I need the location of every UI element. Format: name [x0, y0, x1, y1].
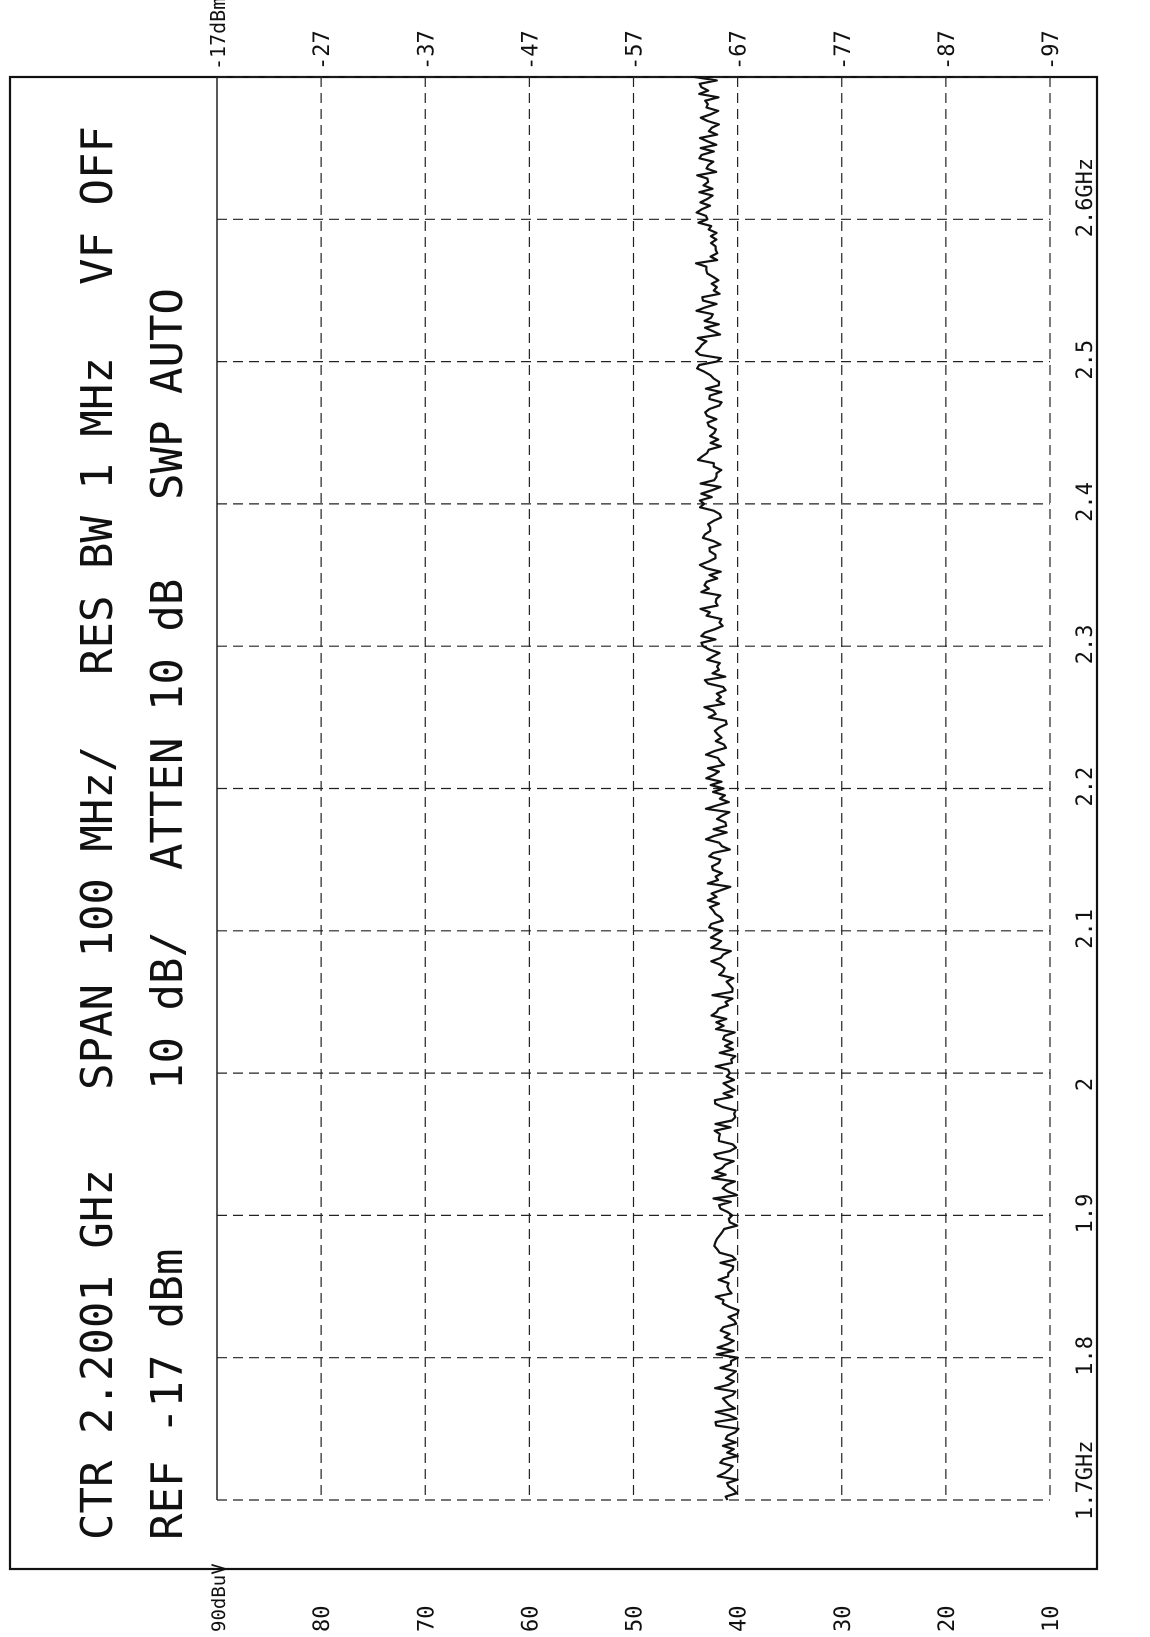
bottom-axis-label: 10 — [1039, 1606, 1064, 1633]
frequency-label: 2.1 — [1073, 909, 1098, 949]
frequency-label: 2 — [1073, 1078, 1098, 1091]
frequency-label: 1.7GHz — [1073, 1441, 1098, 1520]
top-axis-label: -97 — [1039, 30, 1064, 70]
top-axis-label: -57 — [623, 30, 648, 70]
header-ref: REF -17 dBm — [142, 1249, 193, 1540]
top-axis-label: -27 — [310, 30, 335, 70]
bottom-axis-label: 70 — [414, 1606, 439, 1633]
bottom-axis-labels: 90dBuV 80 70 60 50 40 30 20 10 — [208, 1563, 1064, 1632]
header-atten: ATTEN 10 dB — [142, 579, 193, 870]
frequency-label: 2.3 — [1073, 624, 1098, 664]
grid — [216, 76, 1051, 1501]
header-res-bw: RES BW 1 MHz — [72, 357, 123, 675]
bottom-axis-label: 60 — [518, 1606, 543, 1633]
header-line-2: REF -17 dBm 10 dB/ ATTEN 10 dB SWP AUTO — [142, 288, 193, 1540]
frequency-label: 1.9 — [1073, 1194, 1098, 1234]
header-vf: VF OFF — [72, 126, 123, 285]
spectrum-trace — [694, 75, 740, 1501]
frequency-label: 2.5 — [1073, 340, 1098, 380]
top-axis-label: -37 — [414, 30, 439, 70]
bottom-axis-label: 90dBuV — [208, 1563, 230, 1632]
bottom-axis-label: 80 — [310, 1606, 335, 1633]
bottom-axis-label: 30 — [831, 1606, 856, 1633]
frequency-label: 1.8 — [1073, 1336, 1098, 1376]
top-axis-label: -77 — [831, 30, 856, 70]
top-axis-label: -87 — [935, 30, 960, 70]
frequency-axis-labels: 1.7GHz 1.8 1.9 2 2.1 2.2 2.3 2.4 2.5 2.6GHz — [1073, 158, 1098, 1520]
header-span: SPAN 100 MHz/ — [72, 746, 123, 1090]
top-axis-labels: -17dBm -27 -37 -47 -57 -67 -77 -87 -97 — [206, 0, 1064, 70]
header-swp: SWP AUTO — [142, 288, 193, 500]
frequency-label: 2.4 — [1073, 482, 1098, 522]
top-axis-label: -17dBm — [206, 0, 230, 70]
top-axis-label: -67 — [727, 30, 752, 70]
header-line-1: CTR 2.2001 GHz SPAN 100 MHz/ RES BW 1 MH… — [72, 126, 123, 1540]
bottom-axis-label: 20 — [935, 1606, 960, 1633]
frequency-label: 2.6GHz — [1073, 158, 1098, 237]
top-axis-label: -47 — [518, 30, 543, 70]
bottom-axis-label: 50 — [623, 1606, 648, 1633]
bottom-axis-label: 40 — [727, 1606, 752, 1633]
header-ctr: CTR 2.2001 GHz — [72, 1169, 123, 1540]
frequency-label: 2.2 — [1073, 767, 1098, 807]
header-scale: 10 dB/ — [142, 931, 193, 1090]
